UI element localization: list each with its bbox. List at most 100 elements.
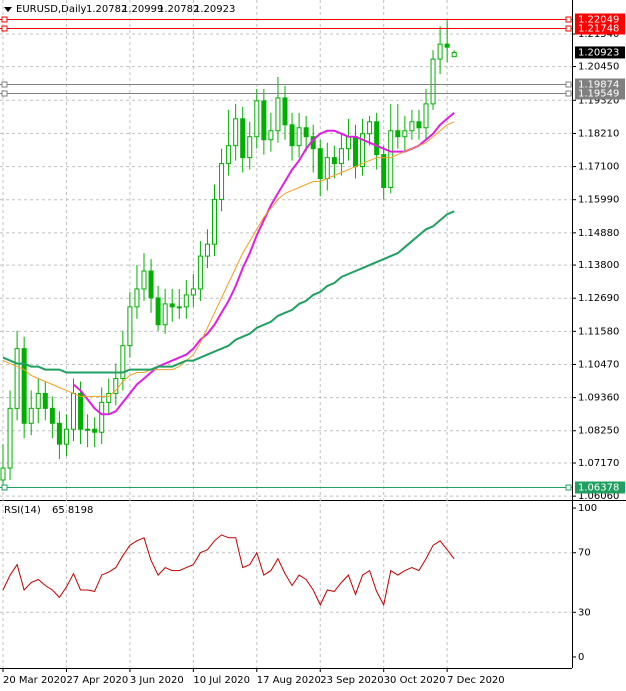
indicator-name: RSI(14)	[4, 505, 41, 516]
candle-body	[409, 121, 415, 132]
candle-body	[21, 348, 27, 424]
header-open: 1.20782	[86, 4, 127, 15]
x-tick-label: 23 Sep 2020	[320, 675, 383, 686]
candle-body	[451, 51, 457, 58]
candle-body	[353, 136, 358, 168]
candle-body	[197, 255, 203, 290]
candle-body	[402, 130, 408, 138]
y-tick-label: 1.15990	[578, 195, 619, 206]
candle-body	[148, 270, 154, 299]
level-handle	[1, 484, 8, 491]
candle-body	[106, 392, 112, 403]
candle-body	[254, 100, 260, 138]
candle-body	[345, 136, 351, 150]
y-tick-label: 1.20450	[578, 62, 619, 73]
candle-body	[233, 118, 239, 147]
y-tick-label: 1.06060	[578, 491, 619, 502]
y-tick-label: 1.18210	[578, 128, 619, 139]
candle-body	[155, 297, 161, 326]
x-tick-label: 10 Jul 2020	[193, 675, 250, 686]
candle-body	[204, 243, 210, 257]
candle-body	[113, 378, 119, 394]
y-tick-label: 1.21540	[578, 29, 619, 40]
menu-arrow[interactable]	[4, 7, 12, 12]
header-close: 1.20923	[194, 4, 235, 15]
level-handle	[1, 90, 8, 97]
header-low: 1.20782	[158, 4, 199, 15]
candle-body	[395, 130, 401, 138]
level-handle	[565, 25, 572, 32]
candle-body	[14, 348, 20, 409]
candle-body	[42, 392, 48, 409]
y-tick-label: 1.07170	[578, 458, 619, 469]
chart-header: EURUSD,Daily 1.20782 1.20999 1.20782 1.2…	[16, 4, 235, 15]
candle-body	[240, 118, 246, 159]
candle-body	[183, 294, 189, 308]
candle-body	[28, 407, 34, 424]
rsi-line	[2, 534, 455, 607]
candle-body	[367, 121, 373, 135]
candle-body	[275, 97, 281, 132]
indicator-tick-label: 0	[578, 652, 584, 663]
y-tick-label: 1.12690	[578, 293, 619, 304]
candle-body	[99, 401, 105, 433]
x-tick-label: 7 Dec 2020	[447, 675, 505, 686]
candle-body	[416, 121, 422, 129]
level-handle	[1, 81, 8, 88]
candle-body	[134, 288, 140, 308]
candle-body	[317, 148, 323, 180]
level-label: 1.19549	[578, 89, 619, 100]
candle-body	[56, 422, 62, 445]
candle-body	[261, 100, 267, 141]
candle-body	[430, 58, 436, 105]
candle-body	[289, 124, 295, 147]
level-handle	[1, 25, 8, 32]
candle-body	[381, 154, 387, 188]
current-price-label: 1.20923	[578, 47, 619, 58]
candle-body	[141, 270, 147, 290]
indicator-value: 65.8198	[52, 505, 93, 516]
candle-body	[247, 136, 253, 159]
level-handle	[565, 16, 572, 23]
current-price-bg	[575, 46, 625, 59]
candle-body	[423, 103, 429, 129]
moving-average	[72, 112, 455, 416]
level-handle	[565, 484, 572, 491]
y-tick-label: 1.11580	[578, 326, 619, 337]
header-high: 1.20999	[122, 4, 163, 15]
y-tick-label: 1.10470	[578, 359, 619, 370]
indicator-tick-label: 70	[578, 548, 591, 559]
x-tick-label: 20 Mar 2020	[3, 675, 66, 686]
candle-body	[324, 157, 330, 180]
level-label-bg	[575, 22, 625, 35]
moving-average	[2, 210, 455, 374]
x-tick-label: 27 Apr 2020	[66, 675, 128, 686]
level-label: 1.19874	[578, 80, 619, 91]
x-tick-label: 30 Oct 2020	[384, 675, 446, 686]
candle-body	[7, 407, 13, 469]
x-tick-label: 17 Aug 2020	[257, 675, 321, 686]
indicator-tick-label: 100	[578, 503, 597, 514]
x-tick-label: 3 Jun 2020	[130, 675, 184, 686]
level-label-bg	[575, 481, 625, 494]
candle-body	[388, 130, 394, 188]
level-label: 1.06378	[578, 483, 619, 494]
candle-body	[374, 121, 380, 156]
level-handle	[1, 16, 8, 23]
candle-body	[303, 127, 309, 138]
candle-body	[92, 428, 98, 433]
candle-body	[219, 163, 225, 200]
candle-body	[71, 392, 76, 430]
indicator-tick-label: 30	[578, 607, 591, 618]
candle-body	[120, 345, 126, 380]
candle-body	[176, 306, 182, 309]
candle-body	[212, 198, 217, 245]
level-label: 1.21748	[578, 24, 619, 35]
y-tick-label: 1.13800	[578, 260, 619, 271]
candle-body	[162, 303, 168, 326]
y-tick-label: 1.09360	[578, 393, 619, 404]
candle-body	[338, 148, 344, 165]
y-tick-label: 1.08250	[578, 426, 619, 437]
